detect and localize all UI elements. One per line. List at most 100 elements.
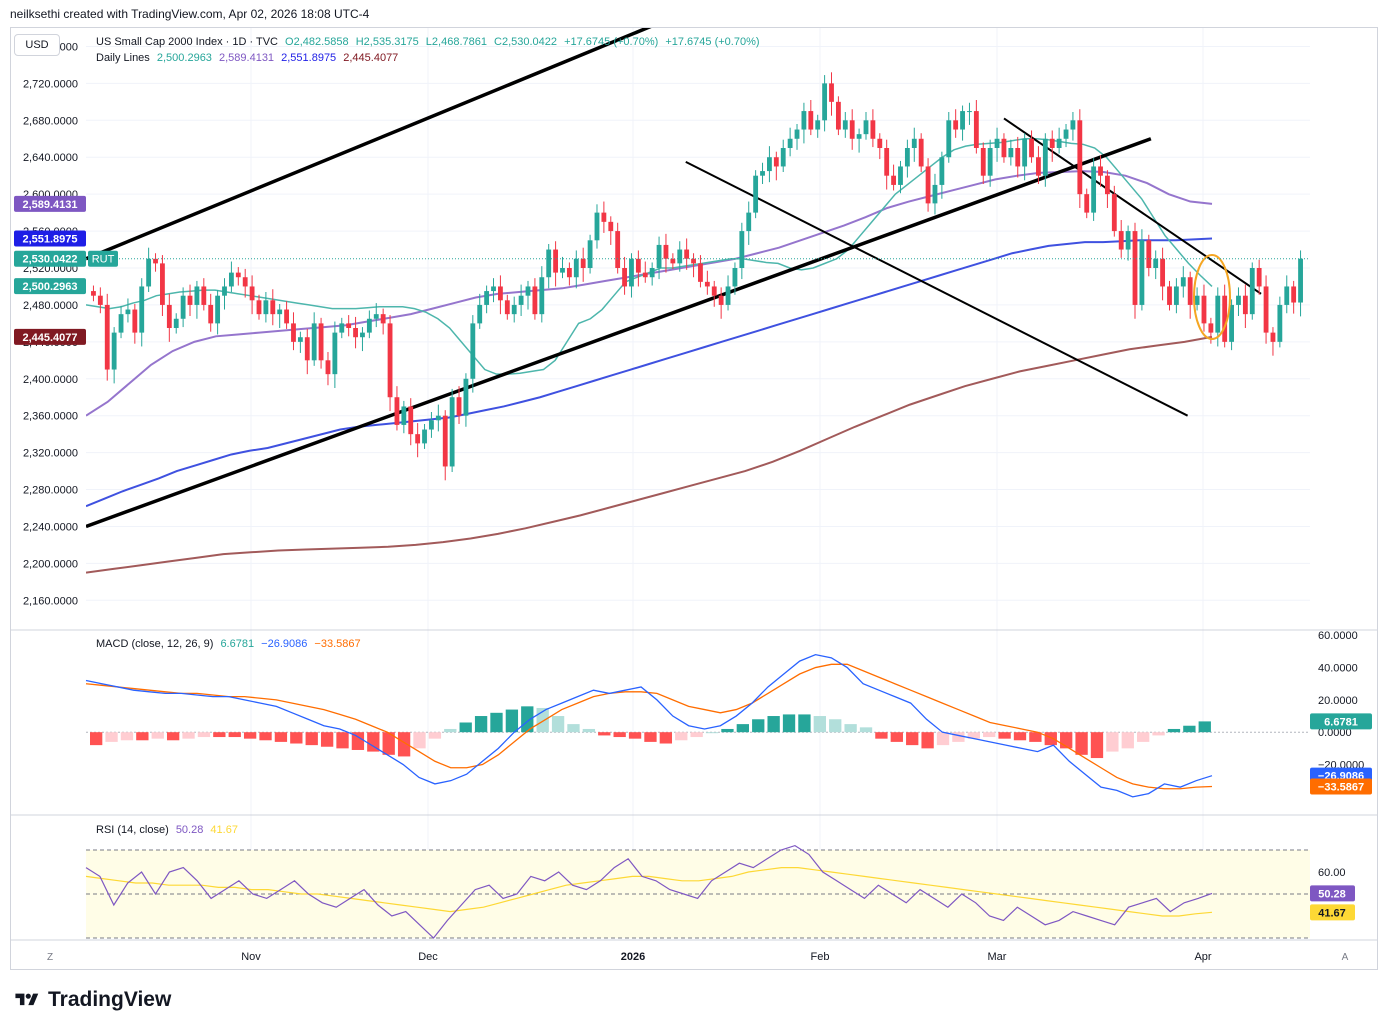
candle-body (787, 138, 793, 148)
macd-label: MACD (close, 12, 26, 9) (96, 638, 214, 650)
candle-body (753, 175, 759, 213)
time-tick-label: Feb (811, 951, 830, 963)
candle-body (1291, 286, 1297, 303)
candle-body (235, 272, 241, 278)
trendline (86, 28, 652, 261)
price-tag-bg (14, 250, 86, 267)
candle-body (146, 258, 152, 287)
rsi-tag-label: 41.67 (1318, 907, 1346, 919)
candle-body (1070, 120, 1076, 130)
macd-line (85, 653, 1213, 798)
candle-body (1222, 295, 1228, 342)
candle-body (980, 148, 986, 176)
candle-body (332, 332, 338, 375)
candle-body (856, 134, 862, 139)
macd-hist-bar (166, 732, 180, 741)
candle-body (656, 244, 662, 268)
candle-body (587, 240, 593, 268)
macd-legend: MACD (close, 12, 26, 9) 6.6781 −26.9086 … (96, 638, 365, 650)
macd-hist-bar (628, 732, 642, 739)
macd-val-hist: 6.6781 (220, 638, 255, 650)
candle-body (566, 268, 572, 278)
candle-body (1105, 175, 1110, 195)
macd-hist-bar (613, 732, 626, 738)
macd-hist-bar (459, 722, 472, 733)
macd-hist-bar (936, 732, 950, 746)
macd-hist-bar (1106, 732, 1119, 752)
candle-body (91, 291, 96, 296)
line-val-20: 2,500.2963 (156, 52, 212, 64)
macd-hist-bar (721, 728, 734, 733)
corner-a[interactable]: A (1342, 952, 1349, 963)
candle-body (97, 295, 103, 305)
candle-body (456, 397, 462, 416)
rsi-tag-bg (1310, 885, 1355, 902)
ma50-line (86, 237, 1213, 508)
candle-body (546, 249, 552, 278)
candle-body (160, 263, 165, 305)
candle-body (1263, 286, 1269, 333)
candle-body (1036, 157, 1041, 176)
candle-body (898, 166, 903, 185)
currency-button[interactable]: USD (14, 34, 60, 56)
macd-hist-bar (813, 716, 826, 733)
candle-body (877, 138, 883, 148)
candle-body (1298, 258, 1303, 303)
macd-hist-bar (1090, 732, 1104, 759)
candle-body (1008, 148, 1014, 158)
candle-body (263, 300, 269, 315)
candle-body (815, 120, 821, 130)
macd-tag-label: 6.6781 (1324, 716, 1358, 728)
candle-body (973, 111, 979, 148)
candle-body (1042, 138, 1048, 176)
price-tick-label: 2,680.0000 (23, 115, 78, 127)
macd-signal-line (85, 663, 1213, 790)
candle-body (325, 360, 331, 375)
candle-body (1077, 120, 1083, 195)
candle-body (684, 249, 690, 259)
candle-body (794, 129, 800, 139)
macd-hist-bar (1044, 732, 1057, 746)
candle-body (504, 300, 510, 315)
macd-hist-bar (767, 716, 780, 733)
legend-change-2: +17.6745 (+0.70%) (665, 36, 760, 48)
candle-body (366, 318, 372, 333)
candle-body (249, 286, 255, 301)
candle-body (1084, 194, 1090, 213)
chart-frame[interactable] (10, 27, 1378, 970)
macd-hist-bar (521, 706, 534, 733)
candle-body (760, 171, 765, 176)
candle-body (1167, 286, 1172, 305)
corner-z[interactable]: Z (47, 952, 53, 963)
time-tick-label: Dec (418, 951, 438, 963)
candle-body (891, 175, 896, 185)
candle-body (870, 120, 876, 139)
candle-body (829, 83, 834, 102)
candle-body (525, 286, 531, 296)
tradingview-logo: TradingView (12, 988, 171, 1012)
candle-body (1160, 258, 1166, 287)
candle-body (1284, 286, 1290, 305)
credit-line: neilksethi created with TradingView.com,… (10, 7, 370, 21)
macd-hist-bar (598, 732, 611, 736)
macd-tick-label: 20.0000 (1318, 695, 1358, 707)
macd-hist-bar (120, 732, 134, 741)
candle-body (1187, 277, 1193, 305)
macd-hist-bar (182, 732, 195, 739)
macd-hist-bar (736, 724, 750, 733)
macd-hist-bar (428, 732, 442, 739)
rsi-tag-label: 50.28 (1318, 888, 1346, 900)
macd-hist-bar (644, 732, 657, 742)
candle-body (1118, 231, 1124, 250)
candle-body (1229, 304, 1234, 342)
candle-body (442, 415, 448, 467)
candle-body (353, 328, 358, 338)
candle-body (1146, 240, 1152, 268)
macd-hist-bar (474, 716, 488, 733)
price-tag-bg (14, 278, 86, 295)
candle-body (863, 120, 869, 135)
legend-low: L2,468.7861 (425, 36, 487, 48)
candle-body (842, 120, 848, 130)
symbol-tag-bg (88, 250, 118, 267)
